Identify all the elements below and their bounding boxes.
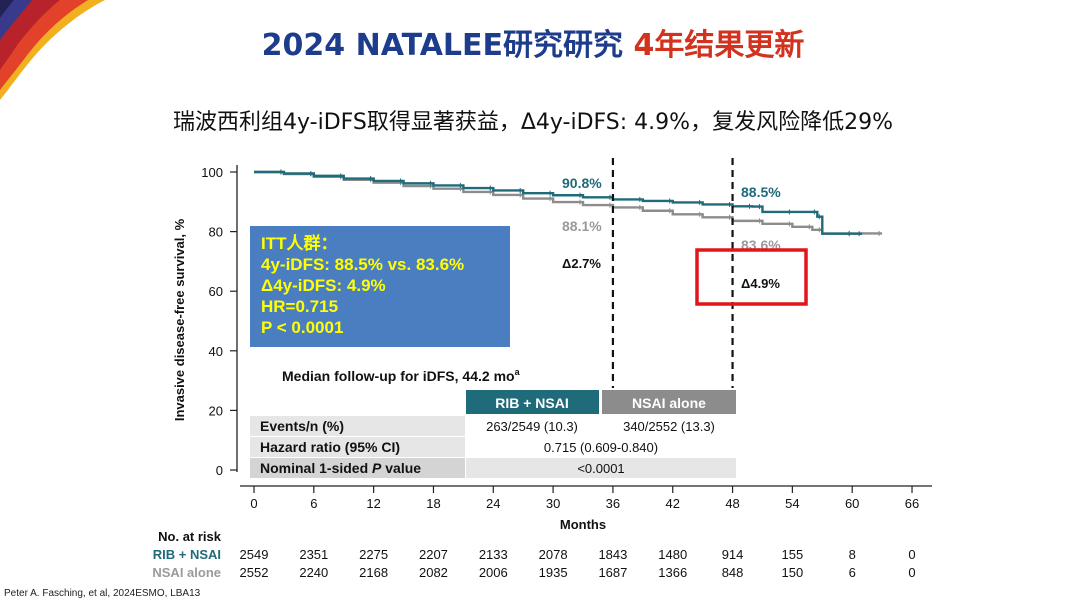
slide-title: 2024 NATALEE研究研究 4年结果更新 bbox=[261, 28, 805, 63]
y-tick-label: 40 bbox=[209, 344, 223, 359]
at-risk-group-label: RIB + NSAI bbox=[153, 547, 221, 562]
annotation-diff-48: Δ4.9% bbox=[741, 276, 780, 291]
x-tick-label: 66 bbox=[905, 496, 919, 511]
median-followup: Median follow-up for iDFS, 44.2 moa bbox=[282, 367, 521, 384]
table-cell-events-nsai: 340/2552 (13.3) bbox=[623, 419, 715, 434]
table-cell-pvalue: <0.0001 bbox=[577, 461, 624, 476]
x-tick-label: 30 bbox=[546, 496, 560, 511]
annotation-nsai-36: 88.1% bbox=[562, 218, 602, 234]
annotation-diff-36: Δ2.7% bbox=[562, 256, 601, 271]
table-label-cell bbox=[250, 437, 465, 457]
table-value-cell bbox=[602, 416, 736, 436]
x-tick-label: 42 bbox=[666, 496, 680, 511]
table-value-cell bbox=[466, 437, 736, 457]
at-risk-value: 8 bbox=[849, 547, 856, 562]
at-risk-value: 2351 bbox=[299, 547, 328, 562]
at-risk-value: 1935 bbox=[539, 565, 568, 580]
table-cell-hr: 0.715 (0.609-0.840) bbox=[544, 440, 658, 455]
table-row-label: Events/n (%) bbox=[260, 418, 344, 434]
citation: Peter A. Fasching, et al, 2024ESMO, LBA1… bbox=[4, 588, 201, 599]
at-risk-value: 0 bbox=[908, 565, 915, 580]
at-risk-value: 2207 bbox=[419, 547, 448, 562]
x-tick-label: 12 bbox=[366, 496, 380, 511]
x-tick-label: 6 bbox=[310, 496, 317, 511]
itt-line: Δ4y-iDFS: 4.9% bbox=[261, 276, 386, 295]
at-risk-value: 2549 bbox=[240, 547, 269, 562]
at-risk-value: 2240 bbox=[299, 565, 328, 580]
decorative-brush-stroke bbox=[0, 0, 105, 100]
y-tick-label: 80 bbox=[209, 225, 223, 240]
x-tick-label: 60 bbox=[845, 496, 859, 511]
y-tick-label: 20 bbox=[209, 403, 223, 418]
table-header-nsai-label: NSAI alone bbox=[632, 395, 706, 411]
annotation-rib-48: 88.5% bbox=[741, 184, 781, 200]
at-risk-value: 2275 bbox=[359, 547, 388, 562]
at-risk-value: 1480 bbox=[658, 547, 687, 562]
at-risk-title: No. at risk bbox=[158, 529, 222, 544]
slide-subtitle: 瑞波西利组4y-iDFS取得显著获益，Δ4y-iDFS: 4.9%，复发风险降低… bbox=[173, 110, 893, 135]
itt-line: P < 0.0001 bbox=[261, 318, 343, 337]
at-risk-value: 914 bbox=[722, 547, 744, 562]
at-risk-value: 150 bbox=[782, 565, 804, 580]
at-risk-value: 2168 bbox=[359, 565, 388, 580]
at-risk-value: 2133 bbox=[479, 547, 508, 562]
itt-box bbox=[250, 226, 510, 347]
at-risk-value: 848 bbox=[722, 565, 744, 580]
y-tick-label: 60 bbox=[209, 284, 223, 299]
itt-line: HR=0.715 bbox=[261, 297, 338, 316]
km-curve-rib-nsai bbox=[254, 170, 863, 235]
x-tick-label: 0 bbox=[250, 496, 257, 511]
at-risk-group-label: NSAI alone bbox=[152, 565, 221, 580]
table-value-cell bbox=[466, 416, 599, 436]
at-risk-value: 6 bbox=[849, 565, 856, 580]
table-header-rib-label: RIB + NSAI bbox=[495, 395, 569, 411]
annotation-rib-36: 90.8% bbox=[562, 175, 602, 191]
at-risk-value: 2552 bbox=[240, 565, 269, 580]
itt-line: 4y-iDFS: 88.5% vs. 83.6% bbox=[261, 255, 464, 274]
table-label-cell bbox=[250, 416, 465, 436]
table-cell-events-rib: 263/2549 (10.3) bbox=[486, 419, 578, 434]
table-row-label: Hazard ratio (95% CI) bbox=[260, 439, 400, 455]
x-tick-label: 18 bbox=[426, 496, 440, 511]
at-risk-value: 2078 bbox=[539, 547, 568, 562]
at-risk-value: 2006 bbox=[479, 565, 508, 580]
y-axis-label: Invasive disease-free survival, % bbox=[172, 218, 187, 421]
table-value-cell bbox=[466, 458, 736, 478]
x-axis-label: Months bbox=[560, 517, 606, 532]
table-row-label: Nominal 1-sided P value bbox=[260, 460, 421, 476]
x-tick-label: 36 bbox=[606, 496, 620, 511]
diff-48-highlight-box bbox=[695, 248, 808, 306]
at-risk-value: 1843 bbox=[598, 547, 627, 562]
at-risk-value: 0 bbox=[908, 547, 915, 562]
x-tick-label: 24 bbox=[486, 496, 500, 511]
table-header-nsai bbox=[602, 390, 736, 414]
table-label-cell bbox=[250, 458, 465, 478]
y-tick-label: 100 bbox=[201, 165, 223, 180]
itt-line: ITT人群： bbox=[261, 233, 338, 253]
x-tick-label: 48 bbox=[725, 496, 739, 511]
at-risk-value: 1687 bbox=[598, 565, 627, 580]
y-tick-label: 0 bbox=[216, 463, 223, 478]
table-header-rib bbox=[466, 390, 599, 414]
at-risk-value: 155 bbox=[782, 547, 804, 562]
x-tick-label: 54 bbox=[785, 496, 799, 511]
at-risk-value: 1366 bbox=[658, 565, 687, 580]
at-risk-value: 2082 bbox=[419, 565, 448, 580]
